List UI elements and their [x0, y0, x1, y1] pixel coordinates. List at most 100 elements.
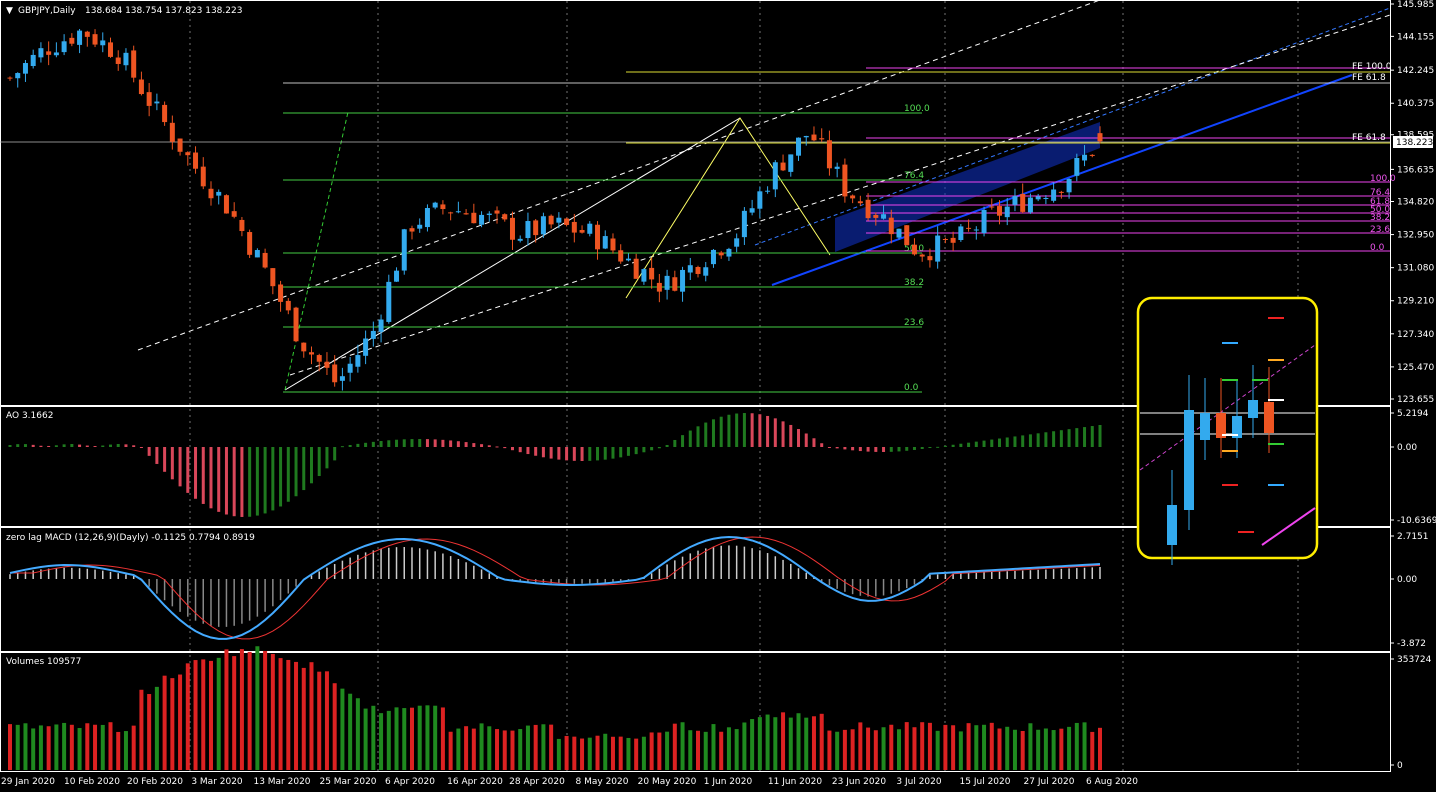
ao-bar: [905, 447, 909, 451]
ao-bar: [719, 416, 723, 447]
ao-bar: [433, 439, 437, 447]
ao-bar: [549, 447, 553, 459]
volume-bar: [62, 722, 67, 770]
candle-body: [811, 134, 817, 141]
volume-bar: [734, 729, 739, 770]
candle-body: [131, 50, 137, 78]
volume-bar: [471, 728, 476, 770]
ao-bar: [248, 447, 252, 517]
date-label: 23 Jun 2020: [832, 777, 886, 787]
ao-bar: [1083, 427, 1087, 447]
price-tick-label: 138.595: [1397, 131, 1434, 141]
ao-bar: [395, 439, 399, 447]
inset-candle: [1232, 416, 1242, 438]
volume-bar: [935, 730, 940, 770]
volume-bar: [147, 694, 152, 770]
ao-bar: [1036, 433, 1040, 447]
volume-bar: [386, 710, 391, 770]
candle-body: [1066, 179, 1072, 193]
ao-bar: [8, 445, 12, 447]
price-panel[interactable]: 100.076.450.038.223.60.0100.076.461.850.…: [0, 0, 1396, 393]
ao-bar: [294, 447, 298, 497]
volume-bar: [966, 723, 971, 770]
panel-frames: [0, 0, 1391, 772]
candle-body: [649, 267, 655, 280]
volume-bar: [448, 731, 453, 770]
volume-bar: [433, 705, 438, 770]
volume-bar: [309, 662, 314, 770]
candle-body: [664, 275, 670, 290]
date-label: 3 Mar 2020: [191, 777, 243, 787]
candle-body: [409, 228, 415, 232]
candle-body: [919, 254, 925, 257]
ao-bar: [1075, 428, 1079, 447]
volume-bar: [340, 688, 345, 770]
ao-bar: [634, 447, 638, 455]
candle-body: [278, 284, 284, 302]
ao-bar: [974, 441, 978, 447]
sub-tick-label: 0.00: [1397, 575, 1417, 585]
volume-bar: [982, 724, 987, 770]
sub-tick-label: 5.2194: [1397, 409, 1429, 419]
sub-tick-label: 2.7151: [1397, 532, 1429, 542]
volume-bar: [649, 732, 654, 770]
candle-body: [888, 217, 894, 235]
volume-bar: [193, 660, 198, 770]
volume-bar: [997, 728, 1002, 770]
fib2-level-label: 61.8: [1370, 197, 1390, 207]
volume-bar: [479, 723, 484, 770]
ao-bar: [797, 429, 801, 447]
volume-title: Volumes 109577: [6, 657, 81, 667]
ao-bar: [789, 424, 793, 447]
ao-bar: [340, 446, 344, 448]
volume-bar: [634, 738, 639, 770]
candle-body: [826, 140, 832, 169]
volume-bar: [1059, 728, 1064, 770]
candle-body: [332, 364, 338, 383]
volume-bar: [440, 707, 445, 770]
sub-tick-label: -10.6369: [1397, 516, 1436, 526]
candle-body: [525, 221, 531, 239]
volume-bar: [8, 724, 12, 770]
triangle-down-icon[interactable]: ▼: [6, 6, 13, 16]
ao-bar: [851, 447, 855, 451]
sub-tick-label: -3.872: [1397, 639, 1426, 649]
fib2-level-label: 0.0: [1370, 243, 1385, 253]
date-label: 6 Apr 2020: [385, 777, 435, 787]
volume-bar: [866, 727, 871, 770]
volume-bar: [317, 671, 322, 770]
ao-bar: [356, 443, 360, 447]
volume-bar: [487, 726, 492, 770]
candle-body: [370, 330, 376, 339]
inset-trend: [1261, 507, 1316, 546]
volume-bar: [108, 722, 113, 770]
price-tick-label: 129.210: [1397, 297, 1434, 307]
macd-signal-line: [10, 536, 1101, 640]
candle-body: [193, 152, 199, 169]
fib-level-label: 38.2: [904, 278, 924, 288]
sub-tick-label: 0: [1397, 761, 1403, 771]
ao-bar: [348, 445, 352, 447]
candle-body: [780, 162, 786, 171]
candle-body: [316, 355, 322, 362]
volume-bar: [580, 738, 585, 770]
volume-bar: [69, 724, 74, 770]
candle-body: [239, 219, 245, 232]
candle-body: [672, 277, 678, 291]
volume-bar: [348, 693, 353, 770]
price-tick-label: 142.245: [1397, 66, 1434, 76]
candle-body: [84, 31, 90, 37]
candle-body: [656, 282, 662, 292]
ao-bar: [611, 447, 615, 459]
candle-body: [324, 361, 330, 368]
ao-bar: [518, 447, 522, 453]
candle-body: [1043, 197, 1049, 199]
fib2-level-label: 76.4: [1370, 188, 1390, 198]
candle-body: [355, 355, 361, 367]
volume-bar: [726, 727, 731, 770]
volume-bar: [564, 735, 569, 770]
candle-body: [401, 229, 407, 271]
ao-bar: [936, 446, 940, 448]
ao-bar: [62, 444, 66, 447]
